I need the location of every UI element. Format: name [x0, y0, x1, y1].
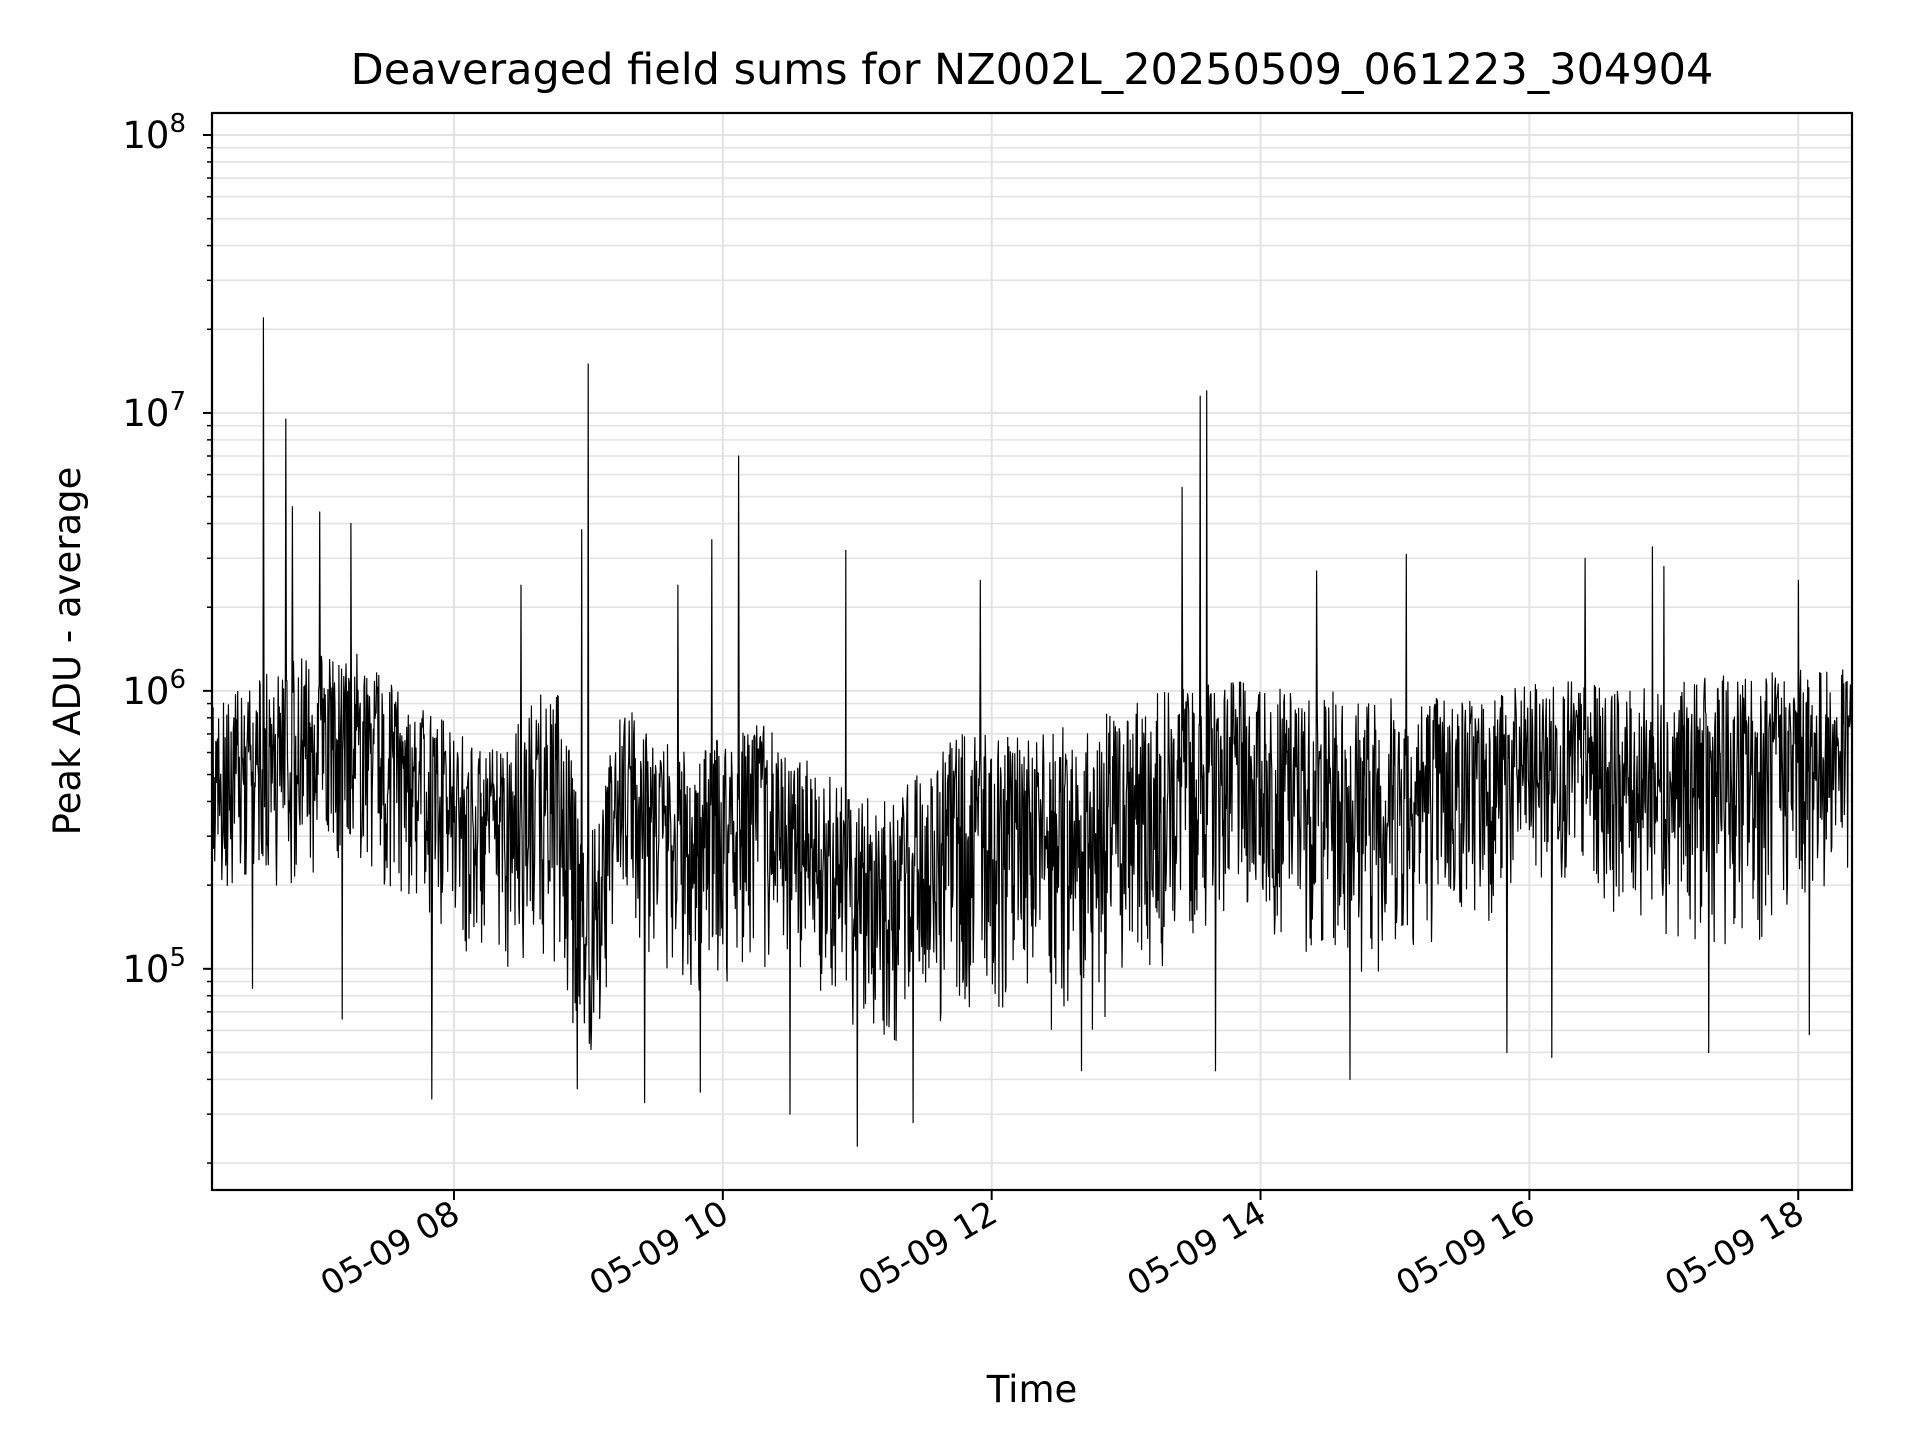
y-tick-label: 106 — [122, 665, 186, 713]
y-axis-label: Peak ADU - average — [46, 467, 89, 836]
y-axis: 105 106 107 108 — [122, 109, 212, 1164]
series-path — [211, 317, 1853, 1147]
y-tick-label: 107 — [122, 387, 186, 435]
x-axis-label: Time — [986, 1368, 1078, 1411]
plot-frame — [210, 111, 1854, 1192]
series-line — [211, 317, 1853, 1147]
chart-title: Deaveraged field sums for NZ002L_2025050… — [351, 45, 1714, 95]
y-tick-label: 108 — [122, 109, 186, 157]
y-tick-label: 105 — [122, 943, 186, 991]
